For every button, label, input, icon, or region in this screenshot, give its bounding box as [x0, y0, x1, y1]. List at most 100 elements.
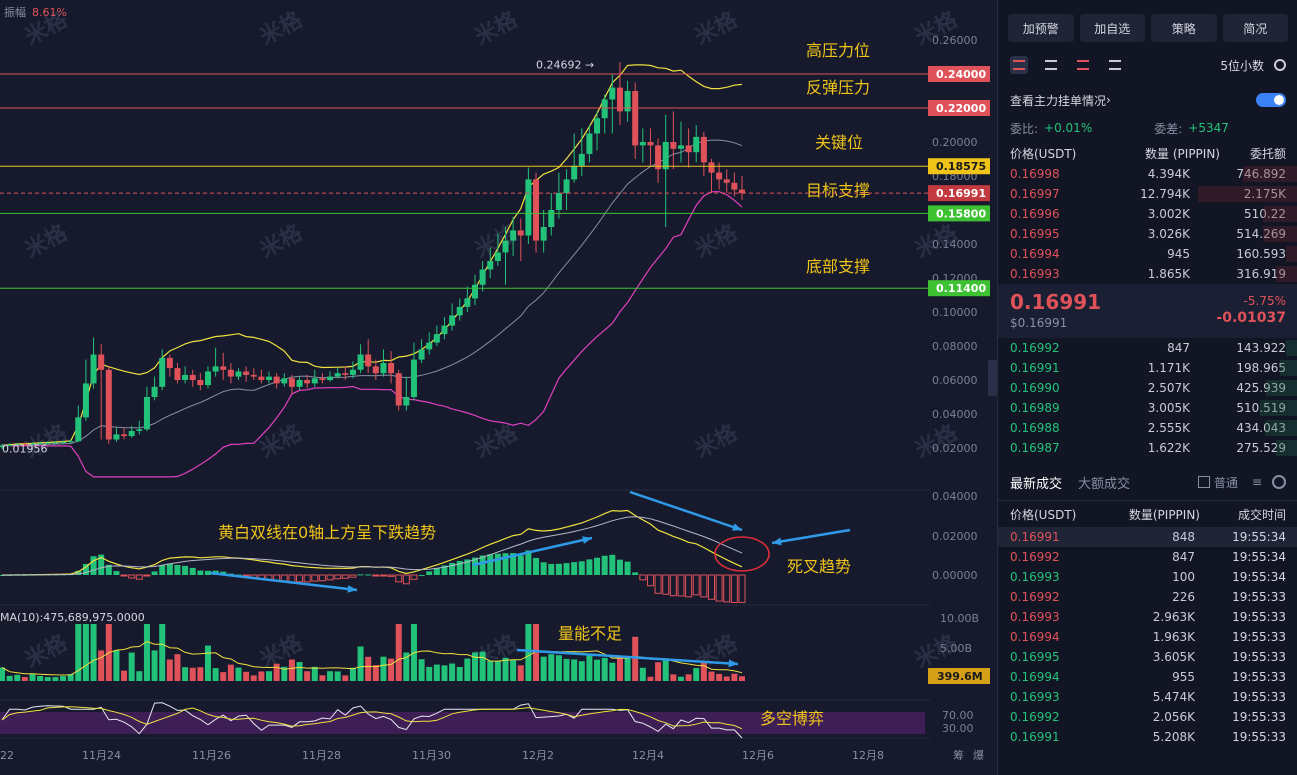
level-annotation: 目标支撑 — [806, 181, 870, 200]
candle-body — [708, 162, 715, 173]
candle-body — [227, 369, 234, 377]
add-watchlist-button[interactable]: 加自选 — [1079, 14, 1145, 42]
trade-qty: 3.605K — [1152, 650, 1195, 664]
bid-row[interactable]: 0.16989 3.005K 510.519 — [998, 398, 1297, 418]
x-tick-label: 12月8 — [852, 749, 884, 762]
mid-change-abs: -0.01037 — [1216, 310, 1286, 326]
macd-dea-line — [2, 516, 743, 576]
add-alert-button[interactable]: 加预警 — [1008, 14, 1074, 42]
chart-area[interactable]: 米格 米格 米格 米格 米格 米格 米格 米格 米格 米格 米格 米格 米格 米格 米格 米格 米格 米格 米格 米格… — [0, 0, 990, 775]
candle-body — [75, 417, 82, 442]
arrow-volume — [516, 648, 739, 666]
settings-icon[interactable] — [1272, 475, 1286, 489]
ask-row[interactable]: 0.16998 4.394K 746.892 — [998, 164, 1297, 184]
candle-body — [243, 371, 250, 375]
candle-body — [151, 386, 158, 397]
macd-bar — [135, 574, 143, 580]
volume-bar — [14, 674, 21, 681]
volume-bar — [441, 665, 448, 681]
precision-select[interactable]: 5位小数 — [1220, 58, 1264, 73]
bid-row[interactable]: 0.16991 1.171K 198.965 — [998, 358, 1297, 378]
ask-row[interactable]: 0.16993 1.865K 316.919 — [998, 264, 1297, 284]
trade-row: 0.16993 2.963K 19:55:33 — [998, 607, 1297, 627]
fullscreen-icon[interactable] — [1106, 56, 1124, 74]
macd-bar — [632, 572, 639, 575]
macd-y-tick: 0.02000 — [932, 530, 978, 543]
trades-header-qty[interactable]: 数量(PIPPIN) — [1128, 507, 1200, 522]
volume-bar — [632, 636, 639, 681]
bids-only-icon[interactable] — [1042, 56, 1060, 74]
macd-cross-annotation: 死叉趋势 — [787, 557, 851, 576]
candle-body — [0, 445, 5, 448]
ask-total: 510.22 — [1244, 207, 1286, 221]
candle-body — [502, 240, 509, 253]
volume-bar — [716, 673, 723, 681]
panel-collapse-handle[interactable] — [988, 360, 997, 396]
candle-body — [136, 429, 143, 431]
candle-body — [525, 179, 532, 236]
bid-row[interactable]: 0.16988 2.555K 434.043 — [998, 418, 1297, 438]
ask-row[interactable]: 0.16995 3.026K 514.269 — [998, 224, 1297, 244]
candle-body — [464, 298, 471, 307]
depth-bar — [1260, 400, 1297, 416]
bid-total: 434.043 — [1236, 421, 1286, 435]
overview-button[interactable]: 简况 — [1222, 14, 1288, 42]
bid-qty: 3.005K — [1147, 401, 1190, 415]
level-annotation: 底部支撑 — [806, 257, 870, 276]
book-header-qty[interactable]: 数量 (PIPPIN) — [1145, 146, 1220, 161]
filter-icon[interactable]: ≡ — [1251, 475, 1262, 489]
candle-body — [52, 442, 59, 444]
volume-bar — [0, 667, 5, 681]
candle-body — [639, 141, 646, 146]
volume-bar — [601, 657, 608, 681]
tab-latest-trades[interactable]: 最新成交 — [1010, 476, 1063, 492]
candle-body — [365, 354, 372, 367]
high-marker: 0.24692 → — [536, 58, 594, 71]
asks-only-icon[interactable] — [1074, 56, 1092, 74]
rsi-y-tick: 70.00 — [942, 709, 974, 722]
candle-body — [624, 90, 631, 112]
candle-body — [334, 373, 341, 377]
bid-row[interactable]: 0.16990 2.507K 425.939 — [998, 378, 1297, 398]
bid-total: 143.922 — [1236, 341, 1286, 355]
macd-bar — [464, 559, 471, 575]
ask-qty: 3.002K — [1147, 207, 1190, 221]
volume-bar — [586, 655, 593, 681]
bid-qty: 1.171K — [1147, 361, 1190, 375]
ask-row[interactable]: 0.16994 945 160.593 — [998, 244, 1297, 264]
low-marker: 0.01956 — [2, 443, 48, 456]
y-tick-label: 0.10000 — [932, 306, 978, 319]
volume-bar — [487, 660, 494, 681]
ask-row[interactable]: 0.16996 3.002K 510.22 — [998, 204, 1297, 224]
tab-large-trades[interactable]: 大额成交 — [1078, 476, 1131, 492]
bid-list: 0.16992 847 143.922 0.16991 1.171K 198.965 0.1… — [998, 338, 1297, 458]
gear-icon[interactable] — [1274, 59, 1286, 71]
ask-row[interactable]: 0.16997 12.794K 2.175K — [998, 184, 1297, 204]
macd-bar — [174, 564, 181, 575]
ask-total: 2.175K — [1243, 187, 1286, 201]
book-header-total[interactable]: 委托额 — [1249, 146, 1286, 161]
macd-bar — [540, 562, 547, 575]
diff-label: 委差: — [1154, 121, 1183, 136]
volume-bar — [464, 658, 471, 681]
arrow-down-right — [629, 490, 743, 532]
trades-header-time: 成交时间 — [1237, 507, 1286, 522]
level-tag: 0.22000 — [936, 102, 986, 115]
normal-checkbox[interactable] — [1197, 476, 1210, 488]
candle-body — [174, 368, 181, 380]
volume-bar — [273, 663, 280, 681]
volume-bar — [418, 659, 425, 681]
trade-row: 0.16992 2.056K 19:55:33 — [998, 707, 1297, 727]
volume-bar — [662, 658, 669, 681]
candle-body — [586, 133, 593, 154]
main-orders-toggle[interactable] — [1256, 93, 1286, 107]
macd-bar — [204, 570, 211, 575]
strategy-button[interactable]: 策略 — [1151, 14, 1217, 42]
mid-change-pct: -5.75% — [1243, 294, 1286, 308]
bid-row[interactable]: 0.16992 847 143.922 — [998, 338, 1297, 358]
level-annotation: 高压力位 — [806, 41, 870, 60]
bid-row[interactable]: 0.16987 1.622K 275.529 — [998, 438, 1297, 458]
level-tag-bg — [928, 280, 990, 297]
both-sides-icon[interactable] — [1010, 56, 1028, 74]
